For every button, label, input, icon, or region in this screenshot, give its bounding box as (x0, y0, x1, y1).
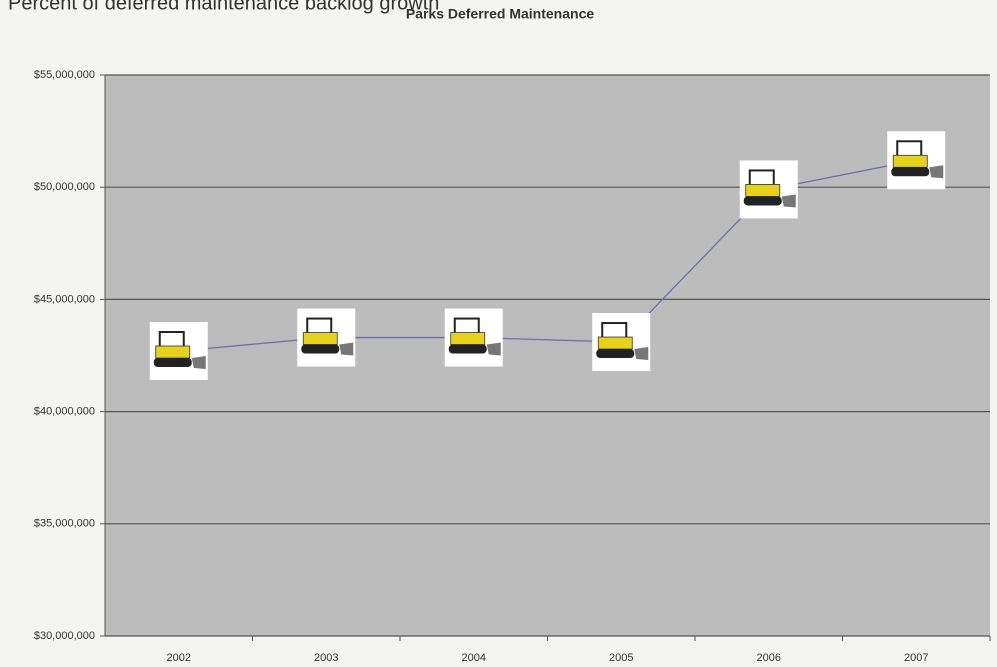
body (155, 345, 191, 359)
bulldozer-marker (592, 313, 651, 372)
track (596, 349, 635, 359)
blade (634, 347, 649, 361)
bulldozer-marker (444, 308, 503, 367)
track (153, 358, 192, 368)
blade (191, 356, 206, 370)
body (302, 332, 338, 345)
x-tick-label: 2002 (167, 652, 191, 664)
body (450, 332, 486, 345)
x-tick-label: 2006 (757, 652, 781, 664)
x-tick-label: 2005 (609, 652, 633, 664)
x-tick-label: 2007 (904, 652, 928, 664)
body (597, 336, 633, 350)
y-tick-label: $50,000,000 (34, 181, 95, 193)
bulldozer-marker (887, 131, 946, 190)
plot-area (105, 75, 990, 636)
y-tick-label: $40,000,000 (34, 406, 95, 418)
body (892, 154, 928, 168)
x-tick-label: 2003 (314, 652, 338, 664)
track (743, 196, 782, 206)
y-tick-label: $55,000,000 (34, 69, 95, 81)
bulldozer-marker (149, 322, 208, 381)
caption: Percent of deferred maintenance backlog … (8, 0, 439, 14)
track (891, 167, 930, 177)
bulldozer-marker (739, 160, 798, 219)
blade (486, 342, 501, 356)
track (301, 344, 340, 354)
track (448, 344, 487, 354)
blade (781, 194, 796, 208)
blade (339, 342, 354, 356)
body (745, 184, 781, 197)
blade (929, 165, 944, 179)
y-tick-label: $45,000,000 (34, 293, 95, 305)
y-tick-label: $35,000,000 (34, 518, 95, 530)
y-tick-label: $30,000,000 (34, 630, 95, 642)
x-tick-label: 2004 (462, 652, 486, 664)
chart-title: Parks Deferred Maintenance (406, 6, 595, 22)
bulldozer-marker (297, 308, 356, 367)
